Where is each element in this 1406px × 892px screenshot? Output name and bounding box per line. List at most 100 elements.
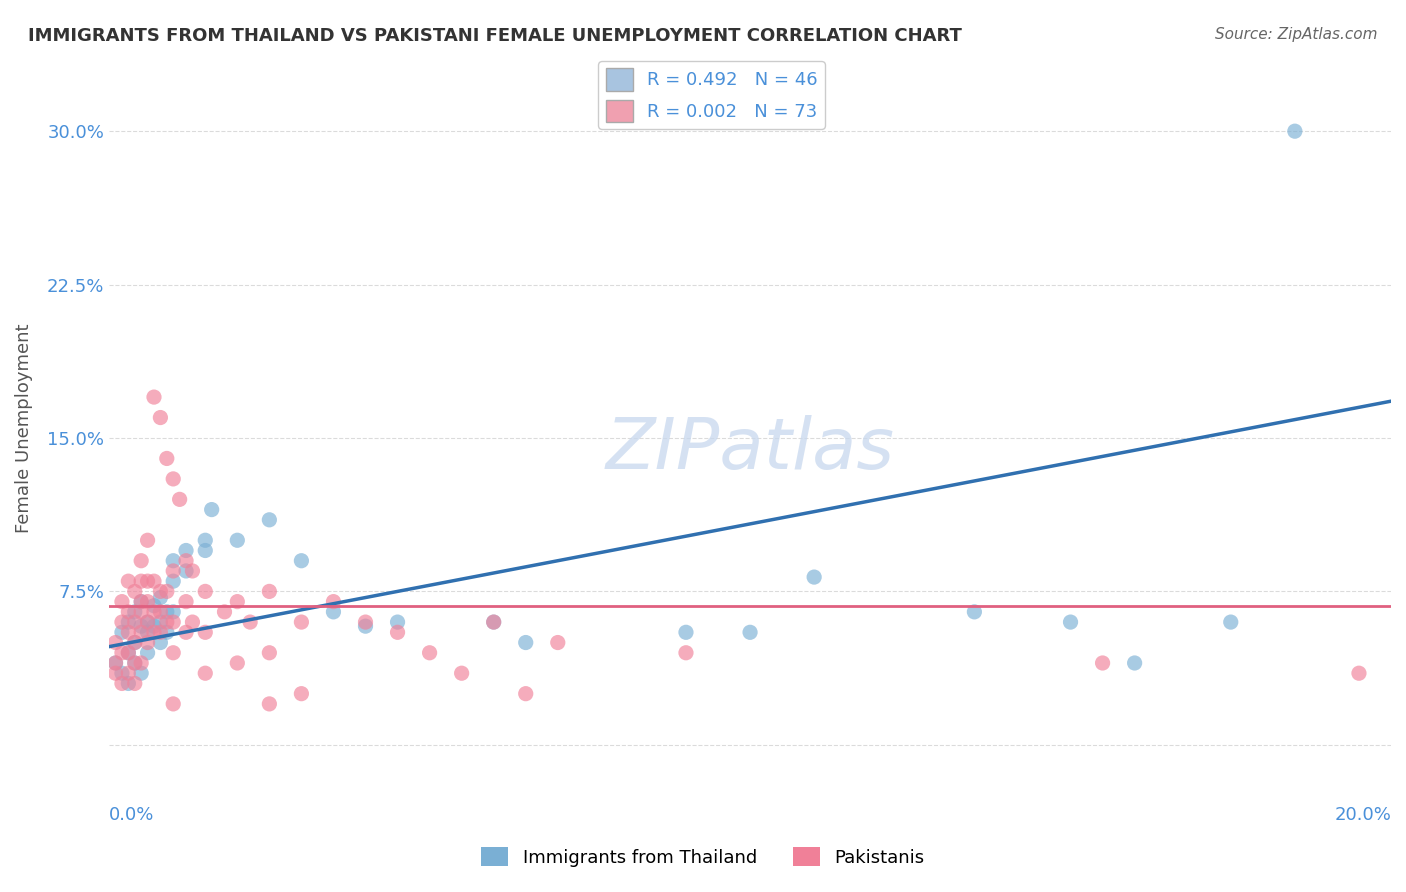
Point [450,666,472,681]
Point [117,646,139,660]
Point [149,605,172,619]
Point [149,615,172,629]
Point [259,513,281,527]
Point [156,625,179,640]
Point [111,594,134,608]
Point [124,635,146,649]
Point [675,625,697,640]
Point [104,656,127,670]
Point [129,574,152,589]
Point [354,619,377,633]
Text: IMMIGRANTS FROM THAILAND VS PAKISTANI FEMALE UNEMPLOYMENT CORRELATION CHART: IMMIGRANTS FROM THAILAND VS PAKISTANI FE… [28,27,962,45]
Point [143,619,166,633]
Point [136,615,159,629]
Point [129,666,152,681]
Point [117,646,139,660]
Point [169,492,191,507]
Point [124,605,146,619]
Legend: Immigrants from Thailand, Pakistanis: Immigrants from Thailand, Pakistanis [474,840,932,874]
Point [259,697,281,711]
Point [124,676,146,690]
Point [239,615,262,629]
Legend: R = 0.492   N = 46, R = 0.002   N = 73: R = 0.492 N = 46, R = 0.002 N = 73 [599,62,825,128]
Point [194,543,217,558]
Point [162,697,184,711]
Point [143,574,166,589]
Point [515,687,537,701]
Point [124,615,146,629]
Point [162,646,184,660]
Point [136,635,159,649]
Point [136,615,159,629]
Point [117,676,139,690]
Point [162,615,184,629]
Point [104,666,127,681]
Point [117,615,139,629]
Point [290,554,312,568]
Point [194,584,217,599]
Text: 0.0%: 0.0% [110,806,155,824]
Point [129,554,152,568]
Point [136,533,159,548]
Point [194,533,217,548]
Point [174,554,197,568]
Point [156,451,179,466]
Point [124,584,146,599]
Point [482,615,505,629]
Point [290,687,312,701]
Point [174,625,197,640]
Point [181,615,204,629]
Point [149,584,172,599]
Point [124,635,146,649]
Point [104,635,127,649]
Point [226,533,249,548]
Point [181,564,204,578]
Point [136,625,159,640]
Point [129,594,152,608]
Point [194,625,217,640]
Point [226,656,249,670]
Point [143,599,166,613]
Point [104,656,127,670]
Point [738,625,761,640]
Text: Source: ZipAtlas.com: Source: ZipAtlas.com [1215,27,1378,42]
Point [174,594,197,608]
Point [156,584,179,599]
Point [149,591,172,605]
Point [387,625,409,640]
Point [1219,615,1241,629]
Point [156,605,179,619]
Point [143,625,166,640]
Point [111,625,134,640]
Point [1284,124,1306,138]
Point [129,625,152,640]
Point [111,615,134,629]
Point [117,574,139,589]
Point [515,635,537,649]
Point [1348,666,1371,681]
Point [117,666,139,681]
Point [143,390,166,404]
Point [136,574,159,589]
Point [354,615,377,629]
Point [111,646,134,660]
Point [111,666,134,681]
Text: ZIPatlas: ZIPatlas [606,416,894,484]
Point [129,605,152,619]
Point [547,635,569,649]
Y-axis label: Female Unemployment: Female Unemployment [15,323,32,533]
Point [1091,656,1114,670]
Point [136,646,159,660]
Point [162,472,184,486]
Point [162,564,184,578]
Point [124,656,146,670]
Point [162,554,184,568]
Point [290,615,312,629]
Point [259,584,281,599]
Point [174,564,197,578]
Point [124,656,146,670]
Point [322,605,344,619]
Point [322,594,344,608]
Point [143,605,166,619]
Point [129,656,152,670]
